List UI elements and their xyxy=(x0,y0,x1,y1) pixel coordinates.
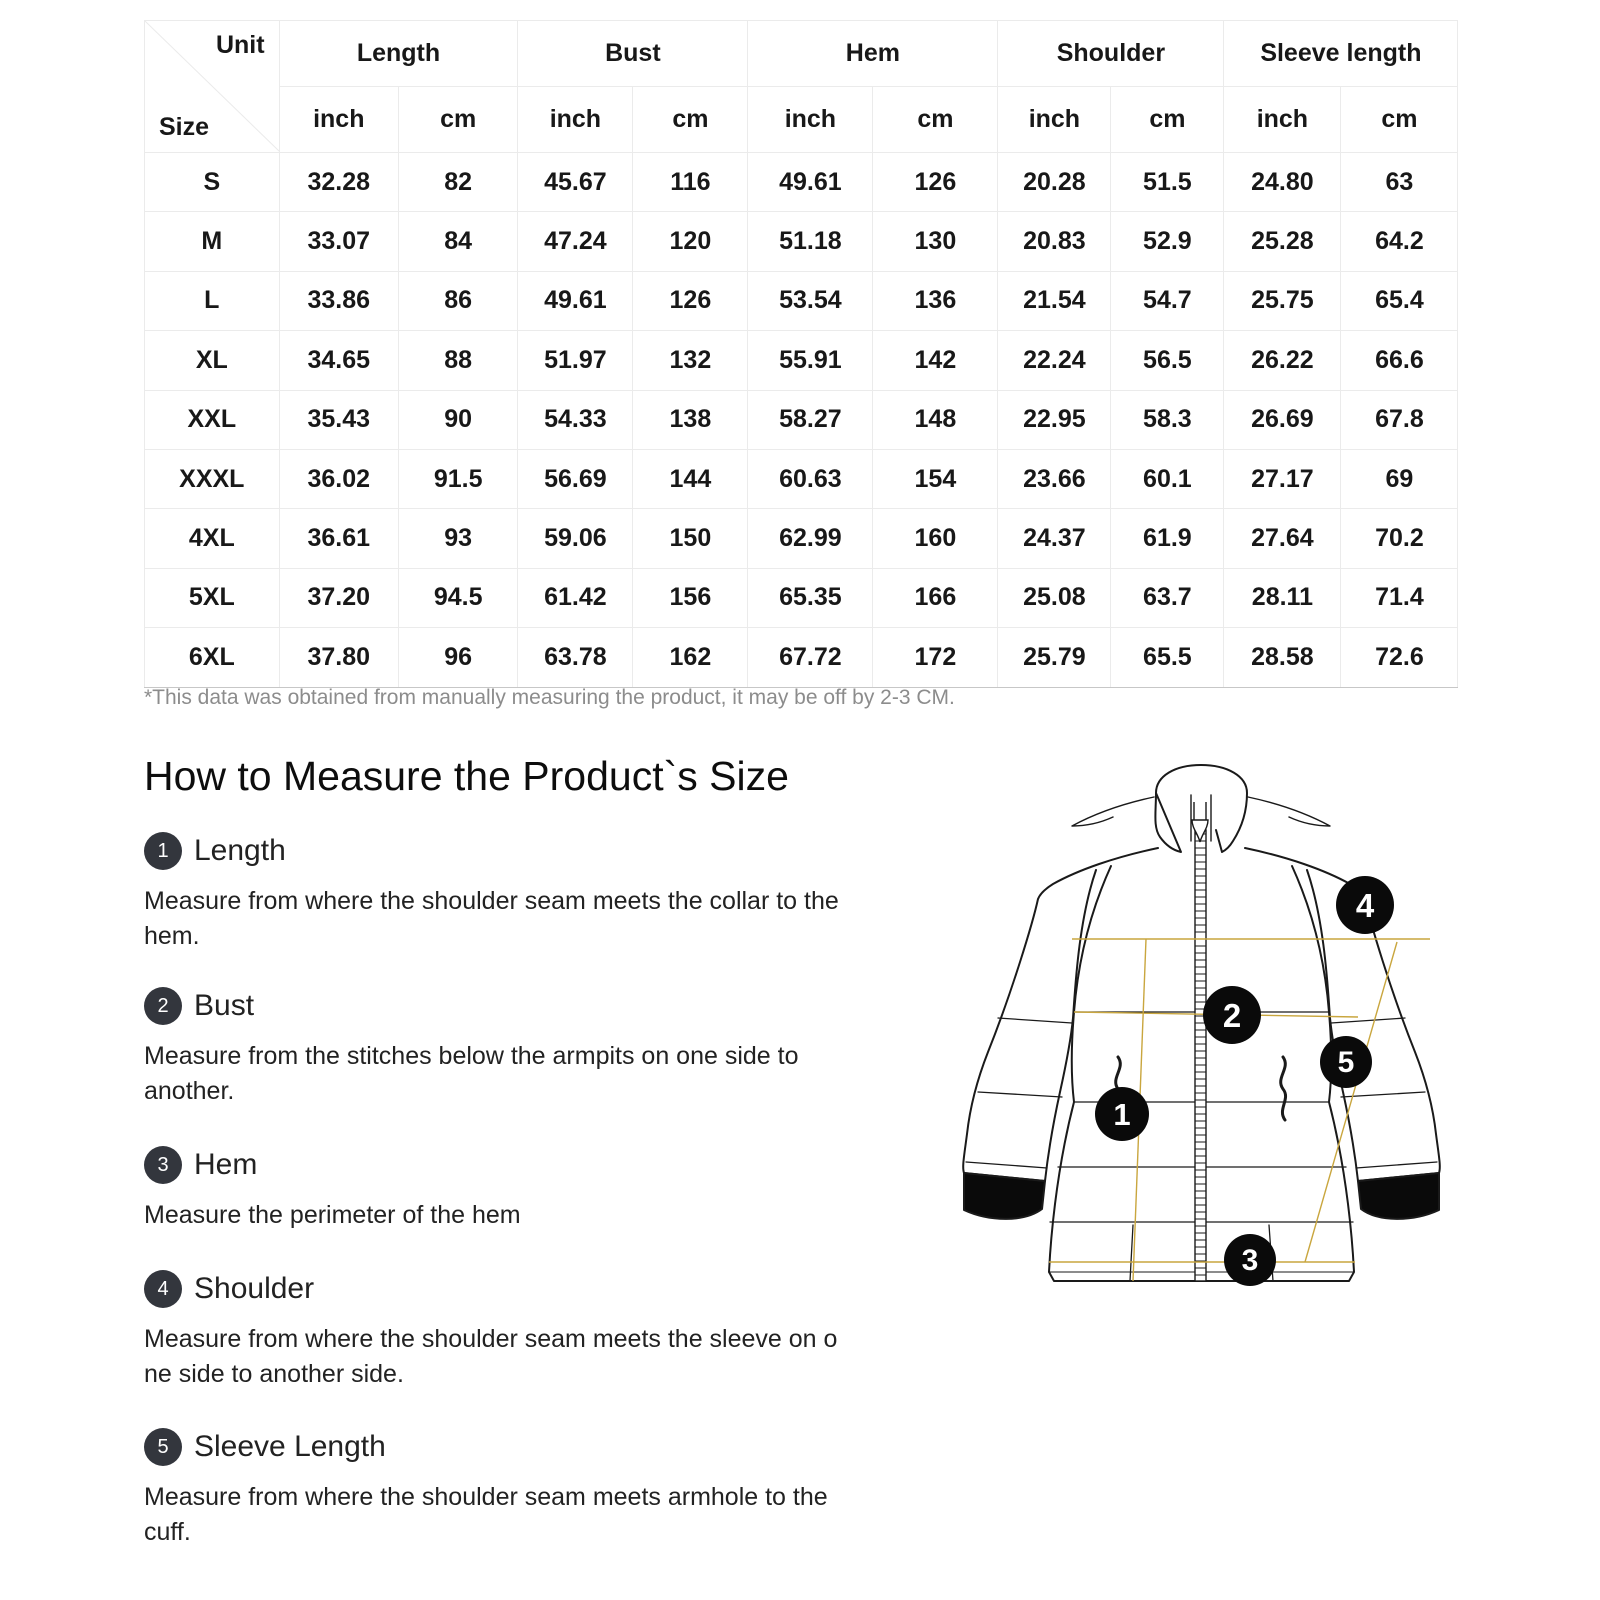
svg-text:3: 3 xyxy=(1242,1244,1259,1277)
svg-text:1: 1 xyxy=(1113,1097,1130,1132)
svg-text:5: 5 xyxy=(1338,1046,1355,1079)
svg-text:2: 2 xyxy=(1223,997,1241,1034)
svg-text:4: 4 xyxy=(1356,887,1375,924)
